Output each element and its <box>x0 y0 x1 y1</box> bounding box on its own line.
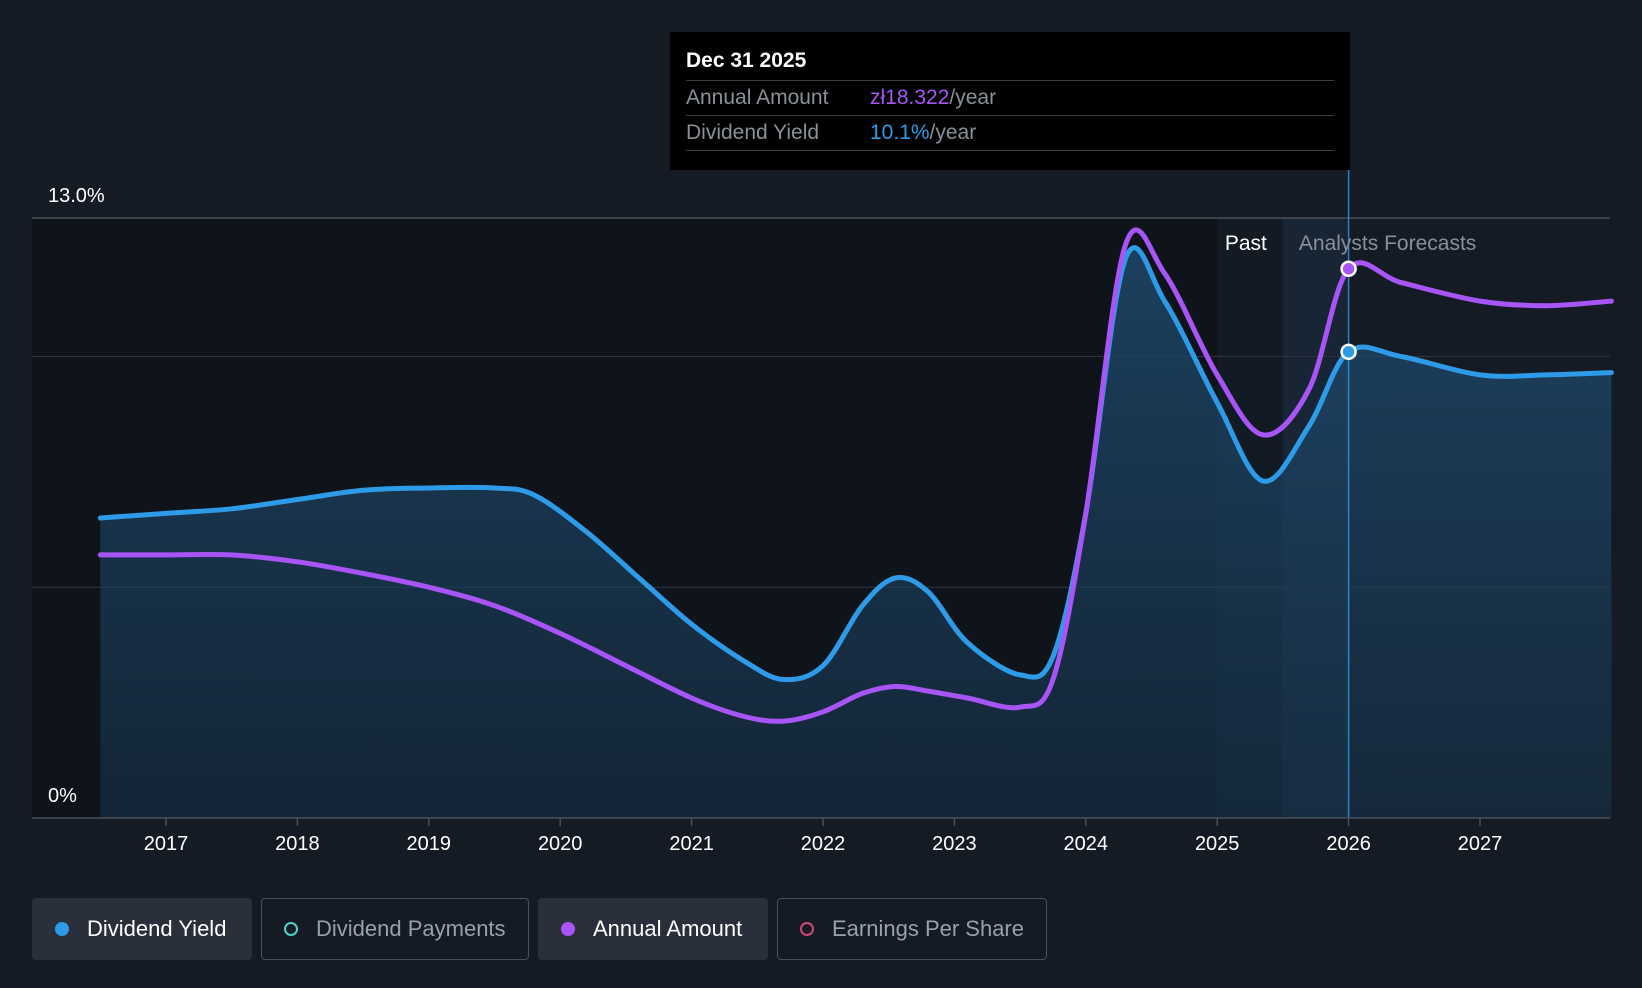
earnings-per-share-ring-icon <box>800 922 814 936</box>
tooltip-label: Annual Amount <box>686 86 829 109</box>
x-tick-label: 2021 <box>669 833 714 855</box>
annual-amount-line <box>97 227 1614 724</box>
tooltip-unit: /year <box>929 121 977 144</box>
legend-dividend-payments-button[interactable]: Dividend Payments <box>261 898 529 960</box>
y-tick-label-top: 13.0% <box>48 185 105 207</box>
x-tick-label: 2022 <box>801 833 846 855</box>
dividend-payments-ring-icon <box>284 922 298 936</box>
x-tick-label: 2018 <box>275 833 320 855</box>
dividend-yield-dot-icon <box>55 922 69 936</box>
legend-earnings-per-share-button[interactable]: Earnings Per Share <box>777 898 1047 960</box>
tooltip: Dec 31 2025 Annual Amount zł18.322 /year… <box>670 32 1350 170</box>
legend-label: Dividend Yield <box>87 916 227 941</box>
x-tick-label: 2023 <box>932 833 977 855</box>
tooltip-date: Dec 31 2025 <box>686 49 807 72</box>
legend-label: Dividend Payments <box>316 916 506 941</box>
dividend-yield-highlight-point[interactable] <box>1340 343 1357 361</box>
forecast-label: Analysts Forecasts <box>1299 232 1476 255</box>
x-tick-label: 2024 <box>1064 833 1109 855</box>
legend: Dividend Yield Dividend Payments Annual … <box>32 898 1047 960</box>
x-tick-label: 2019 <box>407 833 452 855</box>
x-tick-label: 2020 <box>538 833 583 855</box>
legend-label: Earnings Per Share <box>832 916 1024 941</box>
tooltip-unit: /year <box>949 86 997 109</box>
x-tick-label: 2027 <box>1458 833 1503 855</box>
x-tick-label: 2025 <box>1195 833 1240 855</box>
x-tick-label: 2017 <box>144 833 189 855</box>
tooltip-row-annual-amount: Annual Amount zł18.322 /year <box>686 80 1334 115</box>
legend-dividend-yield-button[interactable]: Dividend Yield <box>32 898 252 960</box>
tooltip-value: 10.1% <box>870 121 930 144</box>
dividend-yield-area <box>100 247 1612 818</box>
dividend-yield-line <box>97 245 1614 683</box>
legend-annual-amount-button[interactable]: Annual Amount <box>538 898 768 960</box>
y-tick-label-bottom: 0% <box>48 785 77 807</box>
x-tick-label: 2026 <box>1326 833 1371 855</box>
past-label: Past <box>1225 232 1267 255</box>
annual-amount-highlight-point[interactable] <box>1340 260 1357 278</box>
tooltip-row-dividend-yield: Dividend Yield 10.1% /year <box>686 115 1334 151</box>
legend-label: Annual Amount <box>593 916 743 941</box>
tooltip-label: Dividend Yield <box>686 121 820 144</box>
x-axis: 2017 2018 2019 2020 2021 2022 2023 2024 2025 2026… <box>32 817 1610 855</box>
annual-amount-dot-icon <box>561 922 575 936</box>
tooltip-value: zł18.322 <box>870 86 950 109</box>
